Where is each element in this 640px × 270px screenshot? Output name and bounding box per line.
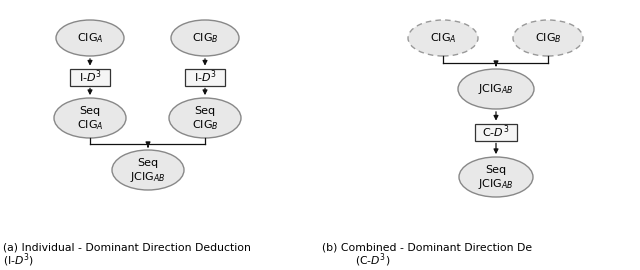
Ellipse shape xyxy=(112,150,184,190)
Text: I-$D^3$: I-$D^3$ xyxy=(193,69,216,85)
Text: CIG$_B$: CIG$_B$ xyxy=(192,118,218,132)
Text: Seq: Seq xyxy=(195,106,216,116)
Text: CIG$_B$: CIG$_B$ xyxy=(534,31,561,45)
Ellipse shape xyxy=(56,20,124,56)
Text: (a) Individual - Dominant Direction Deduction: (a) Individual - Dominant Direction Dedu… xyxy=(3,243,251,253)
Text: CIG$_A$: CIG$_A$ xyxy=(77,118,103,132)
Ellipse shape xyxy=(171,20,239,56)
Ellipse shape xyxy=(459,157,533,197)
FancyBboxPatch shape xyxy=(185,69,225,86)
Text: Seq: Seq xyxy=(79,106,100,116)
Text: CIG$_A$: CIG$_A$ xyxy=(429,31,456,45)
Text: Seq: Seq xyxy=(485,165,507,175)
Text: (I-$D^3$): (I-$D^3$) xyxy=(3,251,34,269)
Text: Seq: Seq xyxy=(138,158,159,168)
FancyBboxPatch shape xyxy=(70,69,110,86)
Ellipse shape xyxy=(408,20,478,56)
Text: (C-$D^3$): (C-$D^3$) xyxy=(355,251,390,269)
Text: C-$D^3$: C-$D^3$ xyxy=(483,124,509,140)
Ellipse shape xyxy=(169,98,241,138)
Text: (b) Combined - Dominant Direction De: (b) Combined - Dominant Direction De xyxy=(322,243,532,253)
Text: CIG$_B$: CIG$_B$ xyxy=(192,31,218,45)
Text: I-$D^3$: I-$D^3$ xyxy=(79,69,102,85)
Text: JCIG$_{AB}$: JCIG$_{AB}$ xyxy=(478,177,514,191)
Text: JCIG$_{AB}$: JCIG$_{AB}$ xyxy=(130,170,166,184)
Ellipse shape xyxy=(513,20,583,56)
Ellipse shape xyxy=(458,69,534,109)
Ellipse shape xyxy=(54,98,126,138)
Text: CIG$_A$: CIG$_A$ xyxy=(77,31,103,45)
FancyBboxPatch shape xyxy=(475,123,517,140)
Text: JCIG$_{AB}$: JCIG$_{AB}$ xyxy=(478,82,514,96)
